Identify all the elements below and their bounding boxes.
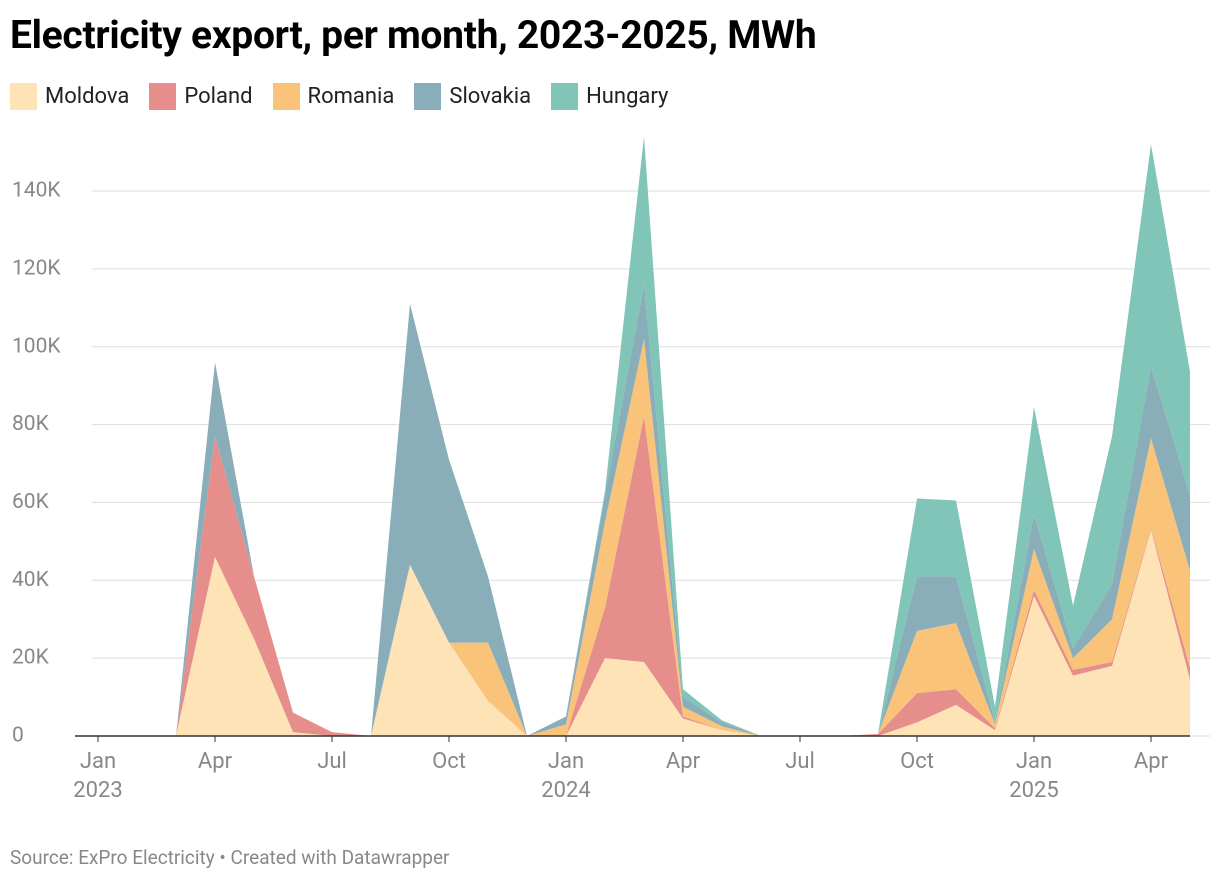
legend-item: Moldova [10,83,129,110]
legend-label: Hungary [586,84,669,109]
x-tick-label: Jul [317,749,347,774]
x-tick-label: Jan 2024 [541,749,591,803]
areas [98,136,1190,736]
y-tick-label: 0 [12,724,24,748]
legend-swatch [149,83,177,110]
y-tick-label: 140K [12,179,61,203]
x-tick-label: Apr [1133,749,1169,774]
area [98,136,1190,736]
x-tick-label: Oct [900,749,934,774]
x-tick-label: Apr [197,749,233,774]
y-tick-label: 120K [12,256,61,280]
x-tick-label: Apr [665,749,701,774]
legend: Moldova Poland Romania Slovakia Hungary [10,83,668,110]
x-tick-label: Jan 2023 [73,749,123,803]
legend-item: Slovakia [414,83,531,110]
x-tick-label: Oct [432,749,466,774]
legend-swatch [414,83,442,110]
y-tick-label: 100K [12,334,61,358]
legend-label: Moldova [45,84,130,109]
legend-swatch [10,83,37,110]
chart-title: Electricity export, per month, 2023-2025… [10,12,817,58]
legend-swatch [551,83,579,110]
legend-swatch [272,83,300,110]
x-tick-label: Jul [785,749,815,774]
y-tick-label: 40K [12,568,50,592]
legend-item: Romania [272,83,395,110]
y-tick-label: 20K [12,646,50,670]
legend-label: Slovakia [449,84,532,109]
y-tick-label: 60K [12,490,50,514]
legend-label: Romania [307,84,395,109]
area [98,338,1190,736]
y-tick-label: 80K [12,412,50,436]
area [98,416,1190,736]
legend-item: Hungary [551,83,668,110]
source: Source: ExPro Electricity • Created with… [10,846,450,869]
area [98,284,1190,736]
legend-item: Poland [149,83,253,110]
legend-label: Poland [184,84,253,109]
x-tick-label: Jan 2025 [1009,749,1059,803]
area [98,529,1190,736]
